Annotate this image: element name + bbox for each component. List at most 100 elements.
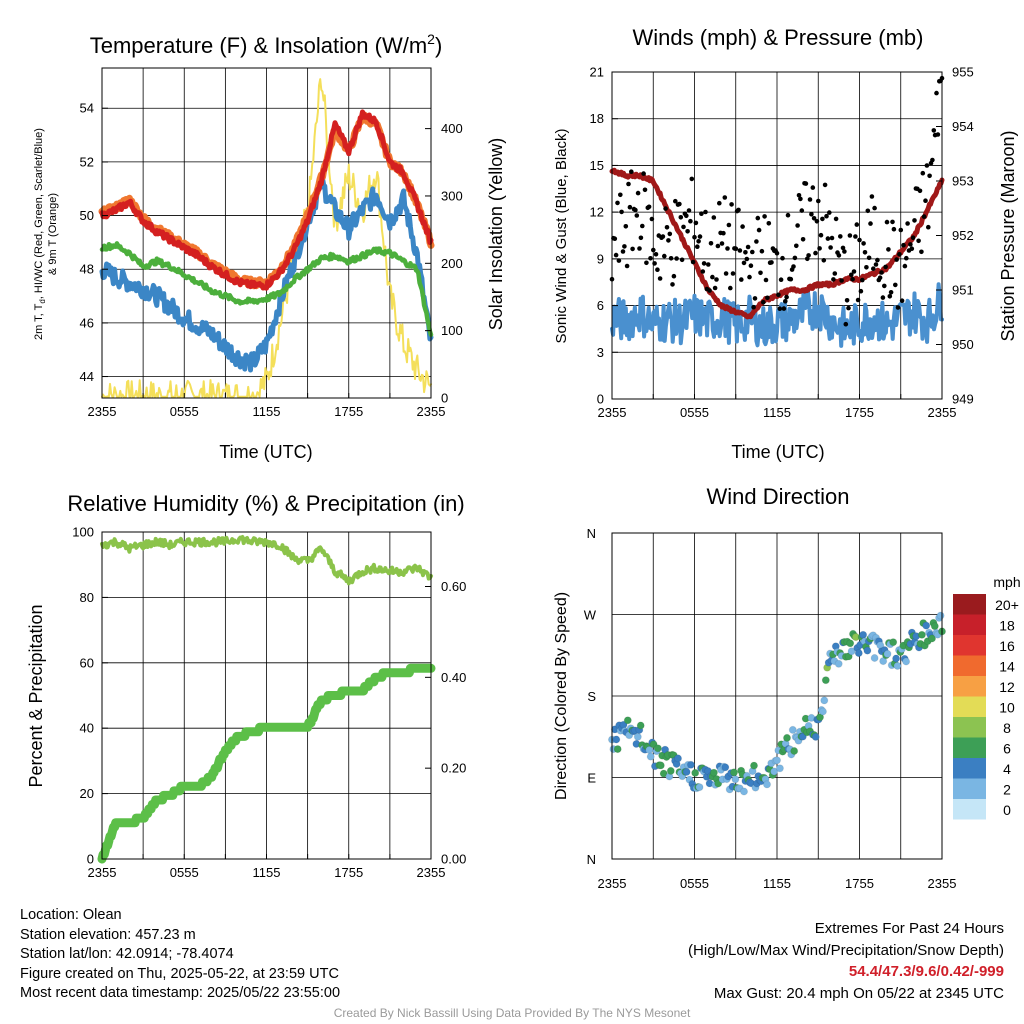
created-text: Figure created on Thu, 2025-05-22, at 23…	[20, 965, 339, 982]
direction-point	[883, 649, 892, 659]
gust-point	[887, 294, 893, 299]
direction-point	[782, 733, 792, 743]
gust-point	[842, 249, 847, 254]
x-tick-label: 1155	[763, 405, 791, 420]
gust-point	[901, 242, 906, 248]
gust-point	[623, 224, 629, 229]
gust-point	[882, 283, 887, 289]
y-tick-label-right: 954	[952, 119, 974, 134]
gust-point	[710, 274, 715, 280]
direction-point	[729, 768, 739, 777]
gust-point	[794, 243, 799, 249]
elevation-text: Station elevation: 457.23 m	[20, 926, 196, 943]
gust-point	[818, 232, 824, 238]
gust-point	[846, 305, 851, 311]
gust-point	[833, 216, 839, 222]
gust-point	[679, 257, 685, 263]
gust-point	[865, 208, 871, 214]
direction-point	[762, 780, 772, 789]
gust-point	[651, 247, 656, 253]
gust-point	[924, 163, 930, 168]
direction-point	[686, 760, 696, 769]
extremes-info: Extremes For Past 24 Hours (High/Low/Max…	[688, 918, 1004, 1004]
direction-point	[691, 768, 700, 778]
direction-chart-title: Wind Direction	[706, 484, 849, 509]
winds-ticks: 2355 0555 1155 1755 235503691215182194995095…	[590, 65, 974, 421]
winds-ylabel-left: Sonic Wind & Gust (Blue, Black)	[553, 128, 570, 343]
gust-point	[776, 292, 781, 298]
gust-point	[840, 245, 846, 251]
legend-swatch	[953, 799, 986, 820]
gust-point	[696, 239, 701, 244]
y-tick-label-left: 80	[80, 590, 94, 605]
temperature-ylabel-left-2: & 9m T (Orange)	[47, 193, 59, 275]
location-text: Location: Olean	[20, 907, 122, 923]
gust-point	[721, 230, 726, 236]
y-tick-label-left: E	[587, 771, 596, 786]
direction-point	[646, 752, 655, 761]
y-tick-label-right: 200	[441, 256, 463, 271]
gust-point	[664, 225, 670, 230]
direction-point	[863, 646, 872, 655]
direction-point	[770, 767, 779, 776]
gust-point	[761, 299, 766, 305]
legend-swatch	[953, 594, 986, 615]
legend-swatch	[953, 778, 986, 799]
gust-point	[740, 224, 745, 229]
gust-point	[662, 253, 667, 259]
gust-point	[751, 304, 756, 310]
gust-point	[736, 207, 741, 213]
direction-point	[709, 768, 719, 777]
x-tick-label: 1755	[845, 405, 874, 420]
gust-point	[638, 235, 644, 241]
gust-point	[919, 249, 924, 255]
gust-point	[931, 128, 937, 133]
gust-point	[715, 243, 721, 249]
x-tick-label: 2355	[598, 876, 627, 891]
humidity-chart: Relative Humidity (%) & Precipitation (i…	[26, 491, 466, 880]
x-tick-label: 0555	[680, 876, 709, 891]
temperature-ylabel-left: 2m T, Td, HI/WC (Red, Green, Scarlet/Blu…	[33, 128, 47, 340]
legend-swatch	[953, 758, 986, 779]
gust-point	[905, 221, 910, 226]
x-tick-label: 0555	[170, 865, 199, 880]
direction-point	[772, 756, 782, 765]
gust-point	[866, 255, 872, 261]
gust-point	[921, 214, 927, 219]
legend-swatch	[953, 676, 986, 697]
legend-label: 0	[1003, 802, 1011, 818]
temperature-ylabel-right: Solar Insolation (Yellow)	[486, 138, 506, 330]
max-gust-text: Max Gust: 20.4 mph On 05/22 at 2345 UTC	[713, 984, 1004, 1002]
gust-point	[717, 200, 722, 206]
direction-point	[811, 732, 820, 742]
legend-label: 12	[999, 679, 1015, 695]
gust-point	[652, 261, 657, 266]
gust-point	[649, 216, 655, 222]
latlon-text: Station lat/lon: 42.0914; -78.4074	[20, 946, 234, 962]
legend-swatch	[953, 717, 986, 738]
gust-point	[847, 233, 853, 238]
x-tick-label: 2355	[88, 404, 117, 419]
direction-point	[721, 763, 730, 772]
direction-point	[930, 622, 939, 631]
gust-point	[690, 259, 696, 265]
y-tick-label-right: 951	[952, 283, 974, 298]
gust-point	[788, 276, 794, 282]
gust-point	[820, 216, 825, 222]
gust-point	[714, 277, 719, 282]
extremes-values: 54.4/47.3/9.6/0.42/-999	[848, 963, 1004, 980]
gust-point	[780, 255, 785, 261]
gust-point	[895, 305, 901, 310]
y-tick-label-left: 50	[80, 208, 94, 223]
gust-point	[935, 132, 941, 137]
gust-point	[660, 234, 666, 239]
gust-point	[644, 260, 649, 266]
y-tick-label-left: 12	[590, 205, 604, 220]
legend-swatch	[953, 696, 986, 717]
gust-point	[668, 255, 674, 261]
gust-point	[700, 269, 706, 274]
gust-point	[902, 263, 908, 269]
gust-point	[726, 222, 732, 228]
direction-point	[739, 787, 749, 796]
gust-point	[688, 218, 693, 224]
